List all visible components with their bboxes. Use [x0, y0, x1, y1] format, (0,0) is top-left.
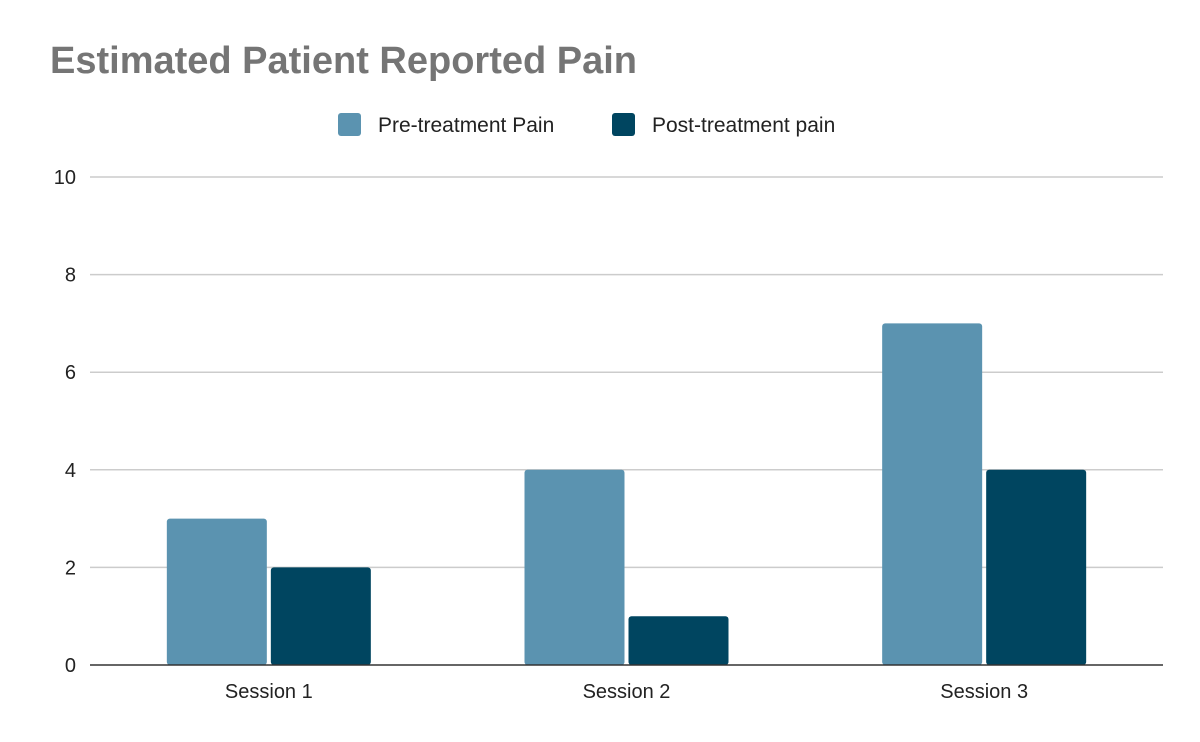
- y-tick-label: 10: [54, 167, 76, 189]
- bar-series-2-session-3: [986, 469, 1087, 665]
- legend-swatch-1: [338, 113, 361, 136]
- legend-label-2: Post-treatment pain: [652, 114, 835, 137]
- legend-label-1: Pre-treatment Pain: [378, 114, 554, 137]
- x-category-label: Session 2: [583, 681, 671, 703]
- chart-title: Estimated Patient Reported Pain: [50, 40, 638, 82]
- bar-series-1-session-1: [166, 518, 267, 665]
- bar-series-2-session-1: [270, 567, 371, 665]
- bar-series-1-session-3: [882, 323, 983, 665]
- gridlines: [90, 176, 1163, 569]
- x-category-label: Session 3: [940, 681, 1028, 703]
- y-tick-label: 8: [65, 265, 76, 287]
- y-tick-label: 0: [65, 655, 76, 677]
- bar-series-1-session-2: [524, 469, 625, 665]
- bar-series-2-session-2: [628, 616, 729, 665]
- x-category-label: Session 1: [225, 681, 313, 703]
- y-tick-label: 6: [65, 362, 76, 384]
- y-tick-label: 2: [65, 557, 76, 579]
- y-tick-label: 4: [65, 460, 76, 482]
- bars: [166, 323, 1087, 665]
- x-axis-categories: Session 1 Session 2 Session 3: [225, 681, 1028, 703]
- y-axis-ticks: 0 2 4 6 8 10: [54, 167, 76, 677]
- legend-swatch-2: [612, 113, 635, 136]
- legend: Pre-treatment Pain Post-treatment pain: [338, 113, 835, 137]
